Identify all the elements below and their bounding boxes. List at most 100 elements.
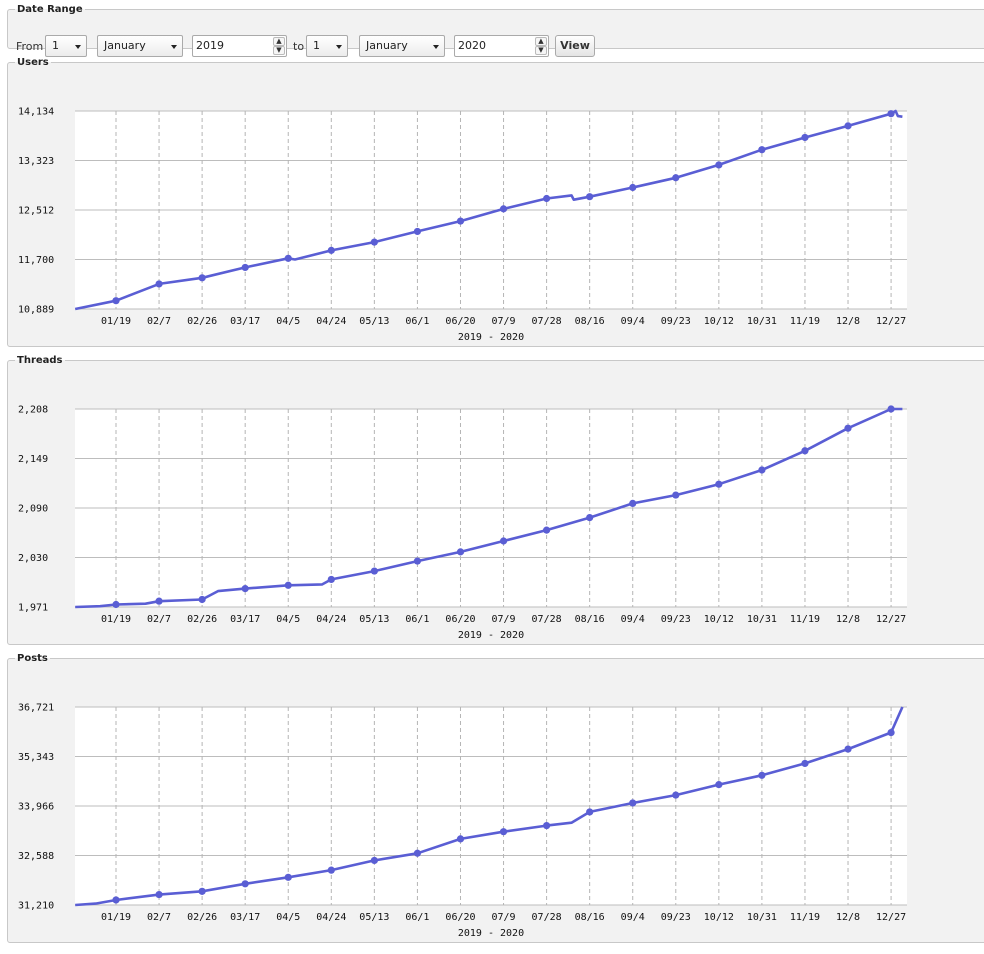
spin-down-icon[interactable]: ▼ — [535, 46, 547, 55]
x-tick-label: 02/26 — [187, 316, 217, 327]
x-tick-label: 12/27 — [876, 614, 906, 625]
series-line — [74, 109, 903, 311]
x-tick-label: 10/31 — [747, 316, 777, 327]
threads-chart: 1,971 2,030 2,090 2,149 2,208 01/19 02/7 02/26 0… — [18, 405, 907, 641]
y-tick-label: 10,889 — [18, 305, 54, 316]
data-point — [198, 595, 206, 604]
x-tick-label: 10/31 — [747, 614, 777, 625]
x-tick-label: 07/28 — [532, 316, 562, 327]
to-label: to — [293, 40, 305, 53]
data-point — [672, 491, 680, 499]
x-tick-label: 12/8 — [836, 316, 860, 327]
y-tick-label: 2,090 — [18, 504, 48, 515]
spin-up-icon[interactable]: ▲ — [535, 37, 547, 46]
x-tick-label: 09/4 — [621, 614, 645, 625]
to-year-input[interactable]: 2020 ▲ ▼ — [454, 35, 549, 57]
data-point — [801, 133, 809, 142]
data-point — [629, 799, 637, 807]
to-month-select[interactable]: January — [359, 35, 445, 57]
data-point — [112, 896, 120, 904]
from-label: From — [16, 40, 44, 53]
data-point — [413, 557, 422, 565]
y-tick-label: 36,721 — [18, 703, 54, 714]
x-tick-label: 01/19 — [101, 614, 131, 625]
data-point — [284, 581, 292, 589]
x-tick-label: 04/24 — [316, 912, 346, 923]
x-tick-label: 05/13 — [359, 912, 389, 923]
x-tick-label: 07/9 — [491, 316, 515, 327]
data-point — [241, 263, 249, 272]
x-tick-label: 02/7 — [147, 614, 171, 625]
y-tick-label: 1,971 — [18, 603, 48, 614]
x-tick-label: 09/23 — [661, 614, 691, 625]
x-axis-label: 2019 - 2020 — [458, 928, 524, 939]
x-tick-label: 03/17 — [230, 614, 260, 625]
data-point — [758, 146, 766, 154]
x-tick-label: 07/9 — [491, 614, 515, 625]
x-tick-label: 10/12 — [704, 614, 734, 625]
x-axis-label: 2019 - 2020 — [458, 332, 524, 343]
data-point — [327, 575, 335, 584]
data-point — [413, 849, 422, 857]
data-point — [844, 745, 852, 753]
x-tick-label: 12/27 — [876, 316, 906, 327]
from-month-select[interactable]: January — [97, 35, 183, 57]
x-tick-label: 01/19 — [101, 316, 131, 327]
x-tick-label: 02/26 — [187, 614, 217, 625]
x-tick-label: 03/17 — [230, 912, 260, 923]
x-tick-label: 09/23 — [661, 912, 691, 923]
x-tick-label: 04/24 — [316, 614, 346, 625]
y-tick-label: 32,588 — [18, 851, 54, 862]
x-tick-label: 06/1 — [405, 912, 429, 923]
data-point — [370, 567, 378, 575]
data-point — [543, 821, 551, 830]
x-tick-label: 03/17 — [230, 316, 260, 327]
y-tick-label: 2,208 — [18, 405, 48, 416]
x-tick-label: 01/19 — [101, 912, 131, 923]
data-point — [715, 781, 723, 789]
x-tick-label: 07/9 — [491, 912, 515, 923]
data-point — [586, 808, 594, 816]
chevron-down-icon — [75, 45, 81, 49]
x-tick-label: 08/16 — [575, 614, 605, 625]
x-tick-label: 12/8 — [836, 912, 860, 923]
data-point — [327, 246, 335, 254]
view-button[interactable]: View — [555, 35, 595, 57]
x-tick-label: 11/19 — [790, 614, 820, 625]
data-point — [413, 227, 422, 236]
data-point — [499, 205, 508, 213]
to-year-spinner[interactable]: ▲ ▼ — [535, 37, 547, 55]
data-point — [629, 183, 637, 192]
x-tick-label: 06/1 — [405, 614, 429, 625]
to-year-value: 2020 — [458, 39, 486, 52]
x-tick-label: 02/7 — [147, 316, 171, 327]
data-point — [758, 466, 766, 474]
from-year-input[interactable]: 2019 ▲ ▼ — [192, 35, 287, 57]
data-point — [887, 728, 895, 737]
x-tick-label: 04/5 — [276, 912, 300, 923]
to-day-select[interactable]: 1 — [306, 35, 348, 57]
data-point — [241, 585, 249, 593]
spin-up-icon[interactable]: ▲ — [273, 37, 285, 46]
data-point — [801, 447, 809, 455]
data-point — [456, 217, 465, 225]
x-tick-label: 09/4 — [621, 316, 645, 327]
x-tick-label: 08/16 — [575, 316, 605, 327]
data-point — [629, 499, 637, 508]
from-day-value: 1 — [52, 39, 59, 52]
from-day-select[interactable]: 1 — [45, 35, 87, 57]
data-point — [499, 828, 508, 836]
posts-panel: Posts 31,210 32,588 33,966 35,343 36,721 01/1… — [7, 653, 984, 943]
x-tick-label: 06/1 — [405, 316, 429, 327]
from-year-spinner[interactable]: ▲ ▼ — [273, 37, 285, 55]
spin-down-icon[interactable]: ▼ — [273, 46, 285, 55]
data-point — [499, 537, 508, 545]
data-point — [586, 193, 594, 201]
y-tick-label: 35,343 — [18, 752, 54, 763]
data-point — [370, 856, 378, 865]
data-point — [543, 526, 551, 534]
data-point — [198, 887, 206, 895]
x-tick-label: 07/28 — [532, 614, 562, 625]
y-tick-label: 12,512 — [18, 206, 54, 217]
data-point — [241, 880, 249, 888]
